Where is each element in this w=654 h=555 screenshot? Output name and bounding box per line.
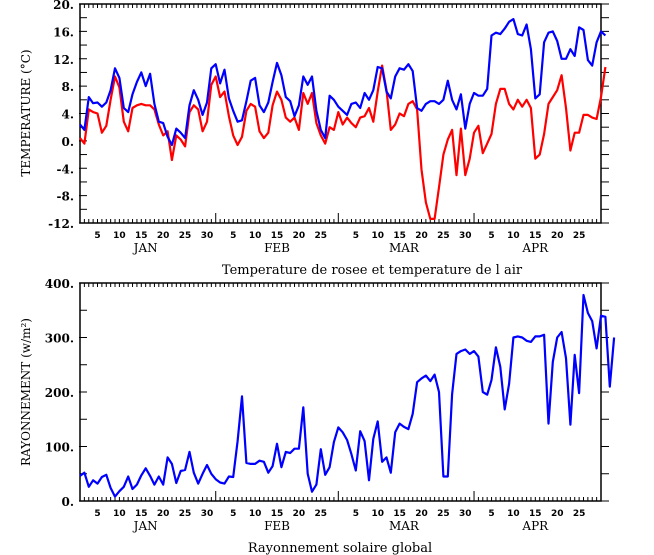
radiation-day-label: 15 [271, 509, 284, 519]
temperature-day-label: 5 [94, 231, 100, 241]
temperature-ytick-label: 12. [53, 53, 74, 67]
temperature-day-label: 10 [249, 231, 262, 241]
temperature-day-label: 20 [415, 231, 428, 241]
temperature-y-ticks: 20. 16. 12. 8. 4. 0. -4. -8. -12. [48, 0, 609, 231]
radiation-day-label: 20 [157, 509, 170, 519]
radiation-day-label: 10 [113, 509, 126, 519]
radiation-ytick-label: 0. [61, 495, 74, 509]
radiation-day-label: 15 [529, 509, 542, 519]
radiation-day-label: 5 [94, 509, 100, 519]
radiation-y-axis-label: RAYONNEMENT (w/m²) [19, 318, 33, 466]
temperature-month-label-apr: APR [521, 241, 549, 255]
radiation-month-label-jan: JAN [132, 519, 158, 533]
temperature-day-label: 10 [113, 231, 126, 241]
temperature-plot-frame [79, 3, 602, 224]
temperature-day-label: 25 [315, 231, 328, 241]
temperature-day-label: 30 [201, 231, 214, 241]
radiation-day-label: 25 [179, 509, 192, 519]
temperature-ytick-label: 4. [61, 108, 74, 122]
radiation-ytick-label: 400. [45, 277, 74, 291]
temperature-day-label: 20 [157, 231, 170, 241]
temperature-y-axis-label: TEMPERATURE (°C) [19, 49, 33, 176]
radiation-ytick-label: 300. [45, 332, 74, 346]
temperature-ytick-label: 8. [61, 80, 74, 94]
radiation-day-label: 15 [135, 509, 148, 519]
radiation-day-label: 30 [459, 509, 472, 519]
temperature-day-label: 15 [529, 231, 542, 241]
radiation-chart-title: Rayonnement solaire global [248, 541, 432, 555]
radiation-day-label: 25 [573, 509, 586, 519]
radiation-panel: 400.300.200.100.0. 5 10 15 20 25 30 5 10 15 20 25 5… [19, 277, 616, 555]
temperature-panel: 20. 16. 12. 8. 4. 0. -4. -8. -12. 5 10 15 20 25 30 5 10… [19, 0, 609, 278]
temperature-month-label-feb: FEB [264, 241, 290, 255]
temperature-day-label: 10 [371, 231, 384, 241]
temperature-line-temperature-de-l-air [79, 18, 607, 147]
temperature-day-label: 25 [437, 231, 450, 241]
temperature-day-label: 15 [271, 231, 284, 241]
temperature-ytick-label: -8. [56, 190, 74, 204]
radiation-day-label: 20 [293, 509, 306, 519]
temperature-month-label-jan: JAN [132, 241, 158, 255]
radiation-day-label: 25 [315, 509, 328, 519]
radiation-day-label: 10 [249, 509, 262, 519]
temperature-chart-title: Temperature de rosee et temperature de l… [222, 263, 523, 278]
radiation-line-rayonnement-solaire-global [79, 293, 616, 498]
radiation-month-label-feb: FEB [264, 519, 290, 533]
radiation-day-label: 5 [230, 509, 236, 519]
temperature-month-label-mar: MAR [389, 241, 420, 255]
temperature-day-label: 25 [573, 231, 586, 241]
radiation-day-label: 20 [551, 509, 564, 519]
temperature-day-label: 25 [179, 231, 192, 241]
radiation-month-label-mar: MAR [389, 519, 420, 533]
temperature-x-ticks: 5 10 15 20 25 30 5 10 15 20 25 5 10 15 20 25 30 5 10 15 20 25… [79, 4, 602, 255]
temperature-day-label: 15 [393, 231, 406, 241]
temperature-ytick-label: 0. [61, 135, 74, 149]
temperature-day-label: 5 [353, 231, 359, 241]
radiation-day-label: 25 [437, 509, 450, 519]
temperature-line-temperature-de-rosee [79, 64, 607, 220]
temperature-ytick-label: -4. [56, 162, 74, 176]
radiation-day-label: 5 [353, 509, 359, 519]
temperature-ytick-label: -12. [48, 217, 74, 231]
temperature-ytick-label: 20. [53, 0, 74, 12]
radiation-x-ticks: 5 10 15 20 25 30 5 10 15 20 25 5 10 15 20 25 30 5 10 15 20 25… [79, 283, 602, 533]
radiation-day-label: 15 [393, 509, 406, 519]
temperature-day-label: 20 [551, 231, 564, 241]
temperature-ytick-label: 16. [53, 25, 74, 39]
radiation-series [79, 293, 616, 498]
radiation-month-label-apr: APR [521, 519, 549, 533]
radiation-day-label: 10 [507, 509, 520, 519]
temperature-day-label: 10 [507, 231, 520, 241]
radiation-day-label: 5 [488, 509, 494, 519]
radiation-day-label: 20 [415, 509, 428, 519]
temperature-day-label: 5 [488, 231, 494, 241]
temperature-series [79, 18, 607, 220]
radiation-ytick-label: 100. [45, 441, 74, 455]
radiation-plot-frame [79, 282, 602, 502]
temperature-day-label: 15 [135, 231, 148, 241]
temperature-day-label: 5 [230, 231, 236, 241]
radiation-y-ticks: 400. 300. 200. 100. 0. [45, 277, 609, 509]
temperature-day-label: 30 [459, 231, 472, 241]
temperature-day-label: 20 [293, 231, 306, 241]
radiation-day-label: 10 [371, 509, 384, 519]
radiation-ytick-label: 200. [45, 386, 74, 400]
radiation-day-label: 30 [201, 509, 214, 519]
